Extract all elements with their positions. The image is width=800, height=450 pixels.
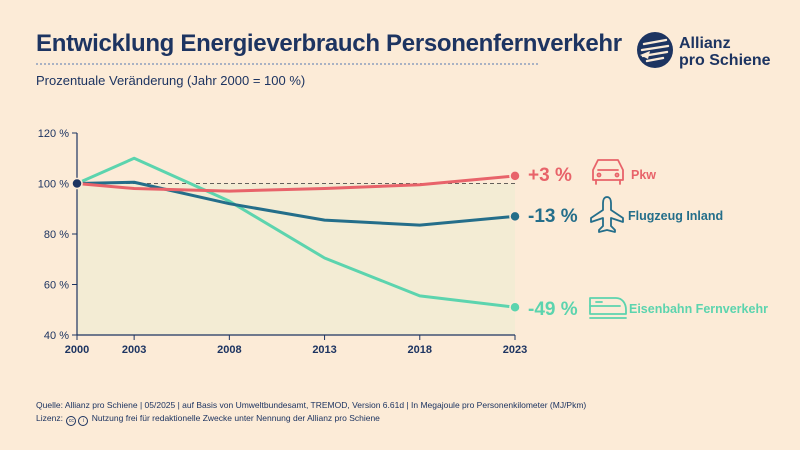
y-tick-label: 40 % [44,330,69,342]
series-name-pkw: Pkw [631,168,656,182]
series-line-eisenbahn [75,156,517,309]
allianz-pro-schiene-logo-icon [637,32,673,68]
license-text: Nutzung frei für redaktionelle Zwecke un… [91,413,380,423]
y-tick-label: 100 % [38,179,69,191]
logo-line-1: Allianz [679,35,731,52]
x-tick-label: 2023 [503,344,527,356]
series-name-flugzeug: Flugzeug Inland [628,209,723,223]
x-tick-label: 2013 [312,344,336,356]
footer: Quelle: Allianz pro Schiene | 05/2025 | … [36,399,586,426]
logo-line-2: pro Schiene [679,52,771,69]
title-divider [36,63,538,65]
change-label-flugzeug: -13 % [528,206,578,227]
end-point-pkw [509,170,521,182]
train-icon [589,297,627,319]
license-note: Lizenz: cc i Nutzung frei für redaktionel… [36,412,586,426]
attribution-icon: i [78,416,89,426]
page-title: Entwicklung Energieverbrauch Personenfer… [36,30,622,57]
x-tick-label: 2000 [65,344,89,356]
end-point-eisenbahn [509,301,521,313]
car-icon [592,159,624,185]
license-label: Lizenz: [36,413,63,423]
source-note: Quelle: Allianz pro Schiene | 05/2025 | … [36,400,587,410]
x-tick-label: 2008 [217,344,241,356]
plot-area-fill [77,183,515,335]
brand-logo[interactable]: Allianz pro Schiene [636,31,776,75]
series-name-eisenbahn: Eisenbahn Fernverkehr [629,302,768,316]
logo-text: Allianz pro Schiene [679,35,771,69]
y-tick-label: 80 % [44,229,69,241]
end-point-flugzeug [509,210,521,223]
creative-commons-icon: cc [66,416,77,426]
change-label-eisenbahn: -49 % [528,299,578,320]
x-tick-label: 2018 [408,344,432,356]
y-tick-label: 60 % [44,280,69,292]
change-label-pkw: +3 % [528,165,572,186]
series-line-pkw [75,174,517,193]
airplane-icon [590,196,624,233]
x-tick-label: 2003 [122,344,146,356]
y-tick-label: 120 % [38,128,69,140]
series-line-flugzeug [75,180,517,227]
chart-subtitle: Prozentuale Veränderung (Jahr 2000 = 100… [36,73,306,88]
start-point-marker [71,177,83,190]
